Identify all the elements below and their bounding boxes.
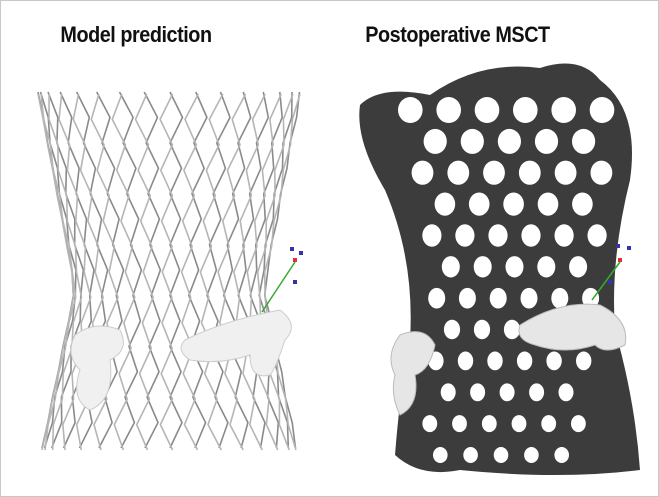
strut-gap [591, 161, 613, 185]
axis-marker [293, 280, 297, 284]
strut-gap [500, 383, 515, 401]
strut-gap [537, 256, 555, 277]
axis-marker [608, 280, 612, 284]
strut-gap [474, 256, 492, 277]
strut-gap [524, 447, 539, 463]
strut-gap [488, 224, 507, 246]
strut-gap [538, 193, 559, 216]
axis-marker [627, 246, 631, 250]
strut-gap [422, 224, 441, 246]
strut-gap [412, 161, 434, 185]
panel-title: Model prediction [60, 22, 211, 48]
strut-gap [555, 161, 577, 185]
strut-gap [521, 224, 540, 246]
strut-gap [470, 383, 485, 401]
axis-marker [616, 244, 620, 248]
strut-gap [551, 97, 576, 123]
strut-gap [551, 288, 568, 309]
strut-gap [554, 447, 569, 463]
strut-gap [483, 161, 505, 185]
strut-gap [569, 256, 587, 277]
strut-gap [398, 97, 423, 123]
strut-gap [475, 97, 500, 123]
strut-gap [442, 256, 460, 277]
renders [0, 0, 659, 497]
strut-gap [436, 97, 461, 123]
strut-gap [452, 415, 467, 432]
strut-gap [588, 224, 607, 246]
figure: Model prediction Postoperative MSCT [0, 0, 659, 497]
strut-gap [519, 161, 541, 185]
leaflet [181, 310, 291, 376]
strut-gap [487, 352, 502, 371]
strut-gap [517, 352, 532, 371]
strut-gap [474, 320, 490, 340]
strut-gap [424, 129, 447, 154]
wire [259, 92, 292, 448]
axis [262, 262, 295, 312]
strut-gap [422, 415, 437, 432]
wire [136, 94, 154, 450]
wire [189, 92, 207, 448]
strut-gap [447, 161, 469, 185]
axis-marker [293, 258, 297, 262]
panel-title: Postoperative MSCT [365, 22, 549, 48]
strut-gap [513, 97, 538, 123]
strut-gap [433, 447, 448, 463]
strut-gap [572, 129, 595, 154]
strut-gap [506, 256, 524, 277]
strut-gap [535, 129, 558, 154]
strut-gap [572, 193, 593, 216]
strut-gap [559, 383, 574, 401]
strut-gap [529, 383, 544, 401]
strut-gap [490, 288, 507, 309]
strut-gap [571, 415, 586, 432]
strut-gap [482, 415, 497, 432]
wire [49, 94, 82, 450]
strut-gap [555, 224, 574, 246]
strut-gap [576, 352, 591, 371]
strut-gap [504, 320, 520, 340]
wire [160, 94, 173, 450]
strut-gap [469, 193, 490, 216]
axis-marker [299, 251, 303, 255]
strut-gap [590, 97, 615, 123]
strut-gap [455, 224, 474, 246]
strut-gap [428, 288, 445, 309]
wire [265, 92, 300, 448]
strut-gap [546, 352, 561, 371]
wire [144, 92, 160, 448]
wire [200, 94, 223, 450]
strut-gap [498, 129, 521, 154]
axis-marker [290, 247, 294, 251]
wire [182, 94, 199, 450]
strut-gap [494, 447, 509, 463]
strut-gap [512, 415, 527, 432]
strut-gap [441, 383, 456, 401]
strut-gap [463, 447, 478, 463]
strut-gap [503, 193, 524, 216]
strut-gap [461, 129, 484, 154]
strut-gap [521, 288, 538, 309]
strut-gap [435, 193, 456, 216]
axis-marker [618, 258, 622, 262]
strut-gap [459, 288, 476, 309]
strut-gap [458, 352, 473, 371]
strut-gap [444, 320, 460, 340]
strut-gap [541, 415, 556, 432]
